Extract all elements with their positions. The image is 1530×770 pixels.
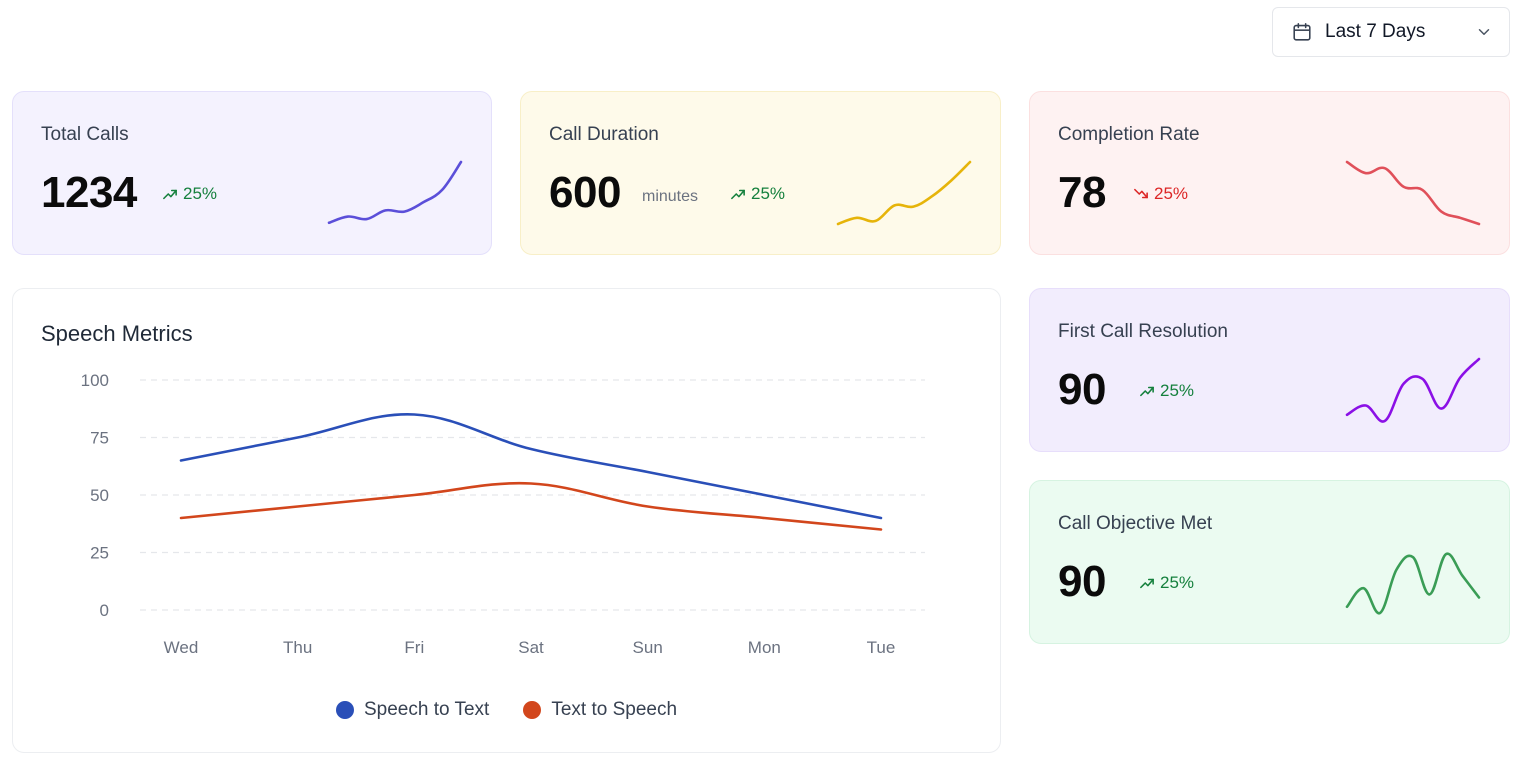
call-duration-card[interactable]: Call Duration 600 minutes 25% xyxy=(520,91,1001,255)
x-tick-label: Wed xyxy=(164,638,199,657)
sparkline-chart xyxy=(1345,160,1481,226)
date-range-label: Last 7 Days xyxy=(1325,21,1426,42)
trend-up-icon xyxy=(1140,578,1154,589)
x-tick-label: Sat xyxy=(518,638,544,657)
first-call-resolution-card[interactable]: First Call Resolution 90 25% xyxy=(1029,288,1510,452)
trend-value: 25% xyxy=(751,184,786,203)
card-title: First Call Resolution xyxy=(1058,321,1228,342)
chart-legend: Speech to Text Text to Speech xyxy=(13,699,1000,721)
sparkline-chart xyxy=(836,160,972,226)
sparkline-chart xyxy=(1345,552,1481,615)
speech-metrics-panel: Speech Metrics 0 25 50 75 100 Wed Thu Fri Sat Sun… xyxy=(12,288,1001,753)
chevron-down-icon xyxy=(1478,29,1490,35)
x-tick-label: Sun xyxy=(633,638,663,657)
total-calls-card[interactable]: Total Calls 1234 25% xyxy=(12,91,492,255)
card-title: Completion Rate xyxy=(1058,124,1200,145)
trend-up-icon xyxy=(731,189,745,200)
card-value: 600 xyxy=(549,168,621,217)
y-tick-label: 0 xyxy=(100,601,109,620)
card-value: 90 xyxy=(1058,557,1106,606)
trend-badge: 25% xyxy=(1140,573,1194,593)
trend-badge: 25% xyxy=(1140,381,1194,401)
x-tick-label: Fri xyxy=(404,638,424,657)
trend-value: 25% xyxy=(1154,184,1189,203)
panel-title: Speech Metrics xyxy=(41,321,193,346)
trend-badge: 25% xyxy=(1134,184,1188,204)
trend-down-icon xyxy=(1134,188,1148,199)
trend-value: 25% xyxy=(1160,573,1195,592)
trend-value: 25% xyxy=(1160,381,1195,400)
series-line-speech-to-text xyxy=(179,413,883,520)
sparkline-line xyxy=(1345,160,1481,226)
card-value: 78 xyxy=(1058,168,1106,217)
card-title: Call Objective Met xyxy=(1058,513,1213,534)
series-line-text-to-speech xyxy=(179,481,883,531)
trend-badge: 25% xyxy=(163,184,217,204)
sparkline-line xyxy=(327,160,463,225)
card-value: 1234 xyxy=(41,168,137,217)
sparkline-line xyxy=(1345,357,1481,423)
card-unit: minutes xyxy=(642,188,699,205)
card-value: 90 xyxy=(1058,365,1106,414)
x-tick-label: Tue xyxy=(867,638,896,657)
sparkline-line xyxy=(1345,552,1481,615)
trend-value: 25% xyxy=(183,184,218,203)
completion-rate-card[interactable]: Completion Rate 78 25% xyxy=(1029,91,1510,255)
legend-item-speech-to-text[interactable]: Speech to Text xyxy=(335,699,490,721)
x-tick-label: Thu xyxy=(283,638,312,657)
sparkline-chart xyxy=(1345,357,1481,423)
sparkline-chart xyxy=(327,160,463,225)
speech-metrics-chart: 0 25 50 75 100 Wed Thu Fri Sat Sun Mon Tue xyxy=(81,371,925,657)
calendar-icon xyxy=(1293,22,1311,41)
y-tick-label: 25 xyxy=(90,544,109,563)
legend-dot xyxy=(523,701,542,719)
legend-label: Text to Speech xyxy=(551,699,678,720)
call-objective-met-card[interactable]: Call Objective Met 90 25% xyxy=(1029,480,1510,644)
legend-label: Speech to Text xyxy=(363,699,490,720)
trend-badge: 25% xyxy=(731,184,785,204)
y-tick-label: 50 xyxy=(90,486,109,505)
x-tick-label: Mon xyxy=(748,638,781,657)
y-tick-label: 100 xyxy=(81,371,109,390)
sparkline-line xyxy=(836,160,972,226)
trend-up-icon xyxy=(163,189,177,200)
y-tick-label: 75 xyxy=(90,429,109,448)
trend-up-icon xyxy=(1140,386,1154,397)
legend-dot xyxy=(335,701,354,719)
date-range-dropdown[interactable]: Last 7 Days xyxy=(1272,7,1510,57)
card-title: Total Calls xyxy=(41,124,129,145)
card-title: Call Duration xyxy=(549,124,659,145)
legend-item-text-to-speech[interactable]: Text to Speech xyxy=(523,699,677,721)
